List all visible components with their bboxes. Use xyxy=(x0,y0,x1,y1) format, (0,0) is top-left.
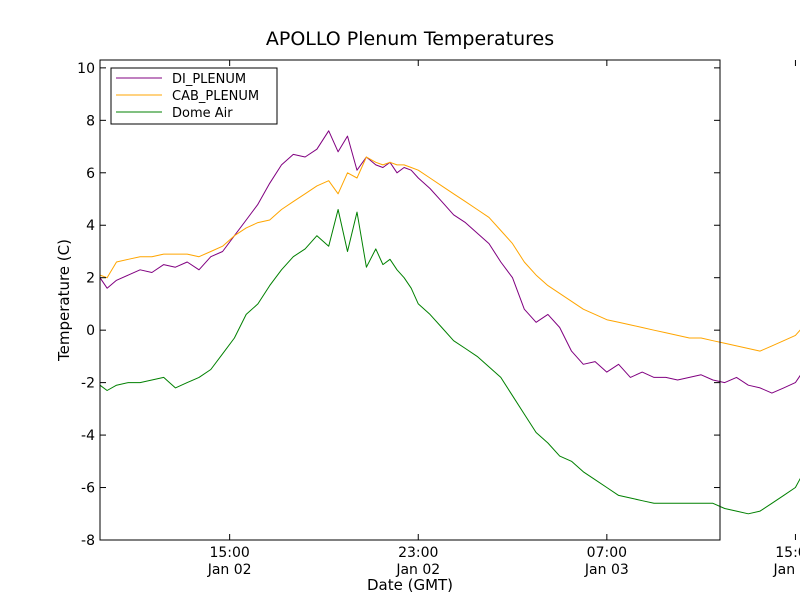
x-tick-time-label: 15:00 xyxy=(775,545,800,561)
series-line-cab-plenum xyxy=(99,156,800,352)
plot-area xyxy=(100,60,720,540)
y-tick-label: -2 xyxy=(81,376,95,392)
x-tick-time-label: 23:00 xyxy=(398,545,438,561)
chart-title: APOLLO Plenum Temperatures xyxy=(266,28,554,50)
x-tick-date-label: Jan 02 xyxy=(207,562,252,578)
y-axis-label: Temperature (C) xyxy=(55,239,73,362)
plot-frame xyxy=(99,59,721,541)
y-tick-label: -6 xyxy=(81,481,95,497)
legend-box xyxy=(110,67,278,125)
x-tick-date-label: Jan 02 xyxy=(395,562,440,578)
y-tick-label: 8 xyxy=(86,113,95,129)
y-tick-label: -8 xyxy=(81,533,95,549)
y-tick-label: -4 xyxy=(81,428,95,444)
series-line-di-plenum xyxy=(99,130,800,394)
series-line-dome-air xyxy=(99,209,800,515)
x-tick-time-label: 15:00 xyxy=(209,545,249,561)
y-tick-label: 6 xyxy=(86,166,95,182)
x-tick-date-label: Jan 03 xyxy=(773,562,800,578)
legend-label: Dome Air xyxy=(172,106,233,121)
y-tick-label: 4 xyxy=(86,218,95,234)
legend-label: DI_PLENUM xyxy=(172,72,246,87)
x-tick-time-label: 07:00 xyxy=(587,545,627,561)
legend: DI_PLENUM CAB_PLENUM Dome Air xyxy=(110,67,278,125)
x-axis-label: Date (GMT) xyxy=(367,576,453,594)
y-tick-label: 10 xyxy=(77,61,95,77)
series-group xyxy=(99,130,800,515)
y-tick-label: 0 xyxy=(86,323,95,339)
y-tick-label: 2 xyxy=(86,271,95,287)
legend-label: CAB_PLENUM xyxy=(172,89,259,104)
x-tick-date-label: Jan 03 xyxy=(584,562,629,578)
